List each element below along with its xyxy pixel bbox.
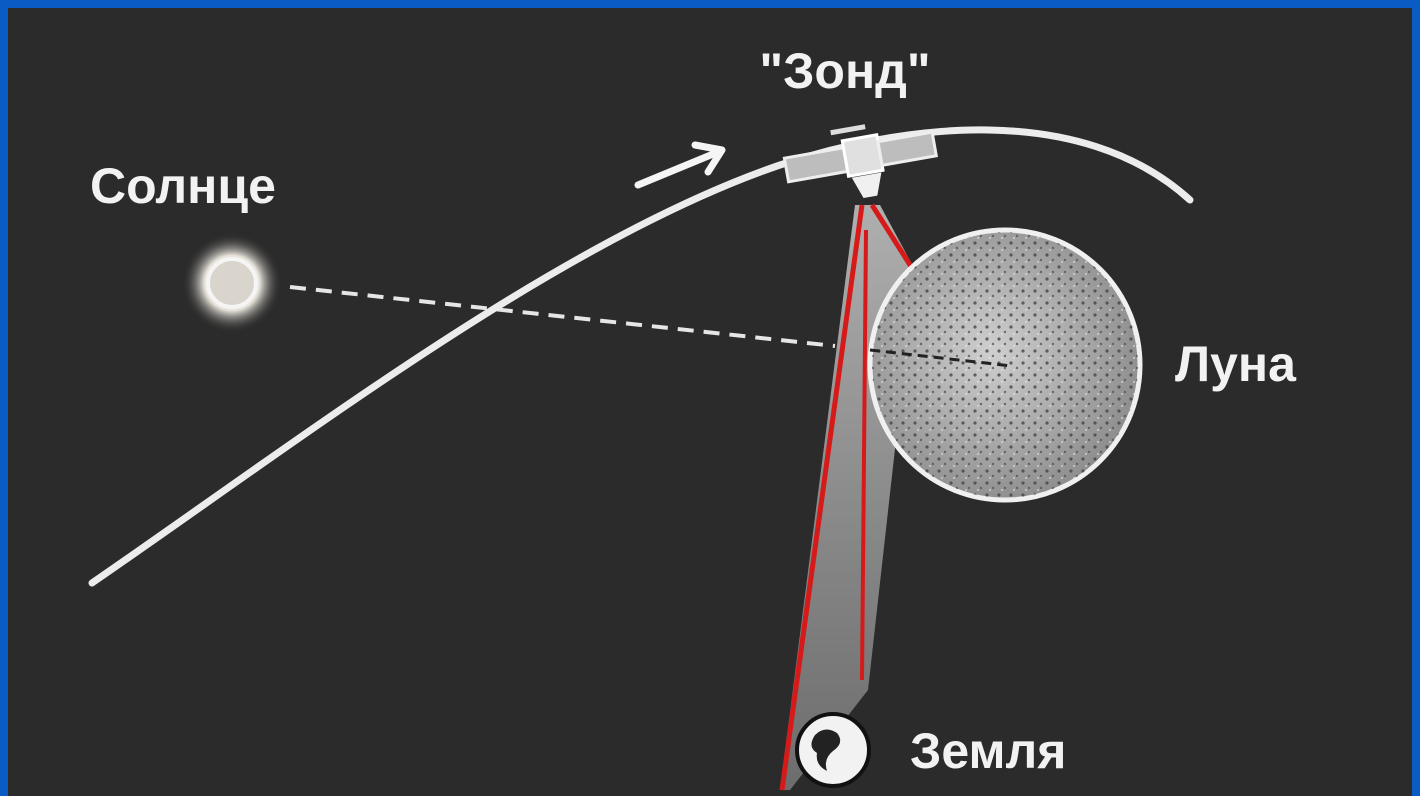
probe-label: "Зонд" bbox=[759, 43, 930, 99]
diagram: "Зонд" Солнце Луна Земля bbox=[0, 0, 1420, 796]
moon-label: Луна bbox=[1175, 336, 1297, 392]
earth-label: Земля bbox=[910, 723, 1066, 779]
page: "Зонд" Солнце Луна Земля (() => { const … bbox=[0, 0, 1420, 796]
sun bbox=[208, 259, 256, 307]
background bbox=[8, 8, 1412, 796]
sun-label: Солнце bbox=[90, 158, 276, 214]
